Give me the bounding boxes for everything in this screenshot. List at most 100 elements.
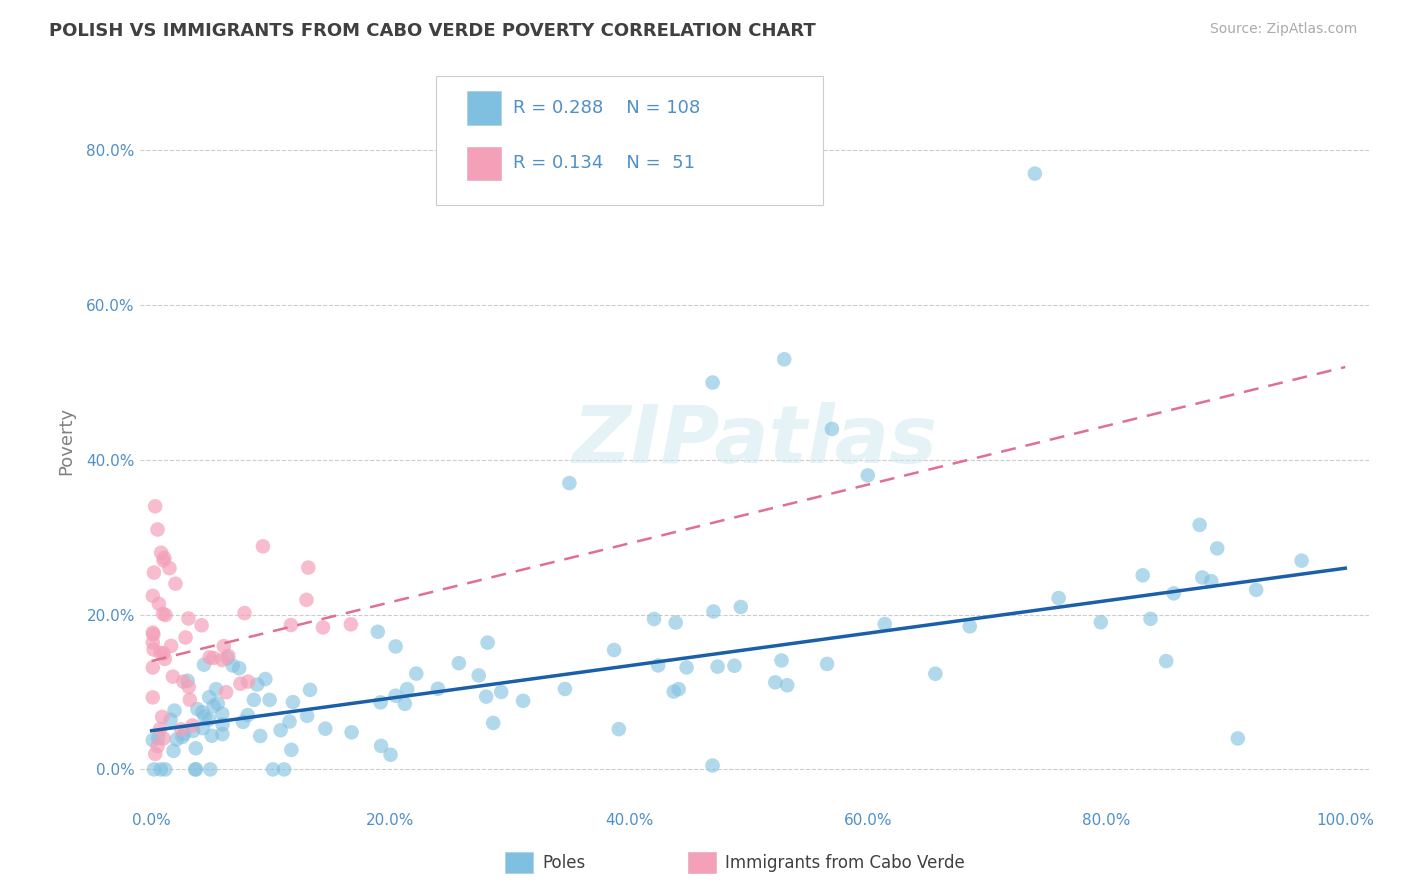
Point (142, 627, 165, 641)
Point (1191, 570, 1213, 584)
Point (647, 658, 669, 673)
Point (186, 702, 208, 716)
Point (512, 694, 534, 708)
Point (1206, 541, 1229, 556)
Point (170, 723, 193, 737)
Point (1226, 731, 1249, 746)
Point (179, 692, 201, 706)
Point (152, 731, 174, 746)
Point (181, 723, 204, 738)
Point (228, 661, 250, 675)
Point (662, 684, 685, 698)
Point (1199, 574, 1222, 589)
Point (475, 690, 498, 704)
Point (212, 639, 235, 653)
Point (229, 676, 252, 690)
Point (142, 589, 165, 603)
Point (467, 668, 489, 682)
Point (148, 597, 170, 611)
Point (217, 651, 239, 665)
Point (959, 619, 981, 633)
Point (150, 710, 173, 724)
Point (1291, 554, 1313, 568)
Point (394, 697, 416, 711)
Point (295, 592, 318, 607)
Point (280, 743, 302, 757)
Point (205, 682, 228, 697)
Point (236, 674, 259, 689)
Point (706, 659, 728, 673)
Point (370, 695, 392, 709)
Point (773, 352, 796, 367)
Point (1163, 586, 1185, 600)
Point (146, 523, 169, 537)
Point (477, 635, 499, 649)
Point (181, 718, 204, 732)
Point (152, 646, 174, 660)
Point (312, 620, 335, 634)
Point (280, 618, 302, 632)
Point (172, 674, 194, 689)
Point (273, 763, 295, 777)
Point (184, 763, 207, 777)
Point (607, 722, 630, 736)
Point (702, 376, 724, 390)
Point (149, 722, 172, 736)
Point (149, 646, 172, 660)
Point (281, 695, 304, 709)
Point (405, 666, 427, 681)
Point (149, 763, 172, 777)
Point (162, 744, 184, 758)
Point (314, 722, 336, 736)
Point (172, 730, 194, 744)
Point (370, 739, 392, 753)
Point (603, 643, 626, 657)
Point (730, 599, 752, 614)
Point (380, 747, 402, 762)
Point (143, 500, 166, 514)
Point (174, 631, 197, 645)
Point (142, 566, 165, 580)
Text: Immigrants from Cabo Verde: Immigrants from Cabo Verde (725, 854, 966, 871)
Point (155, 607, 177, 622)
Point (1154, 654, 1177, 668)
Point (177, 680, 200, 694)
Point (723, 658, 745, 673)
Point (1024, 167, 1046, 181)
Point (191, 705, 214, 719)
Text: Poles: Poles (543, 854, 586, 871)
Point (252, 539, 274, 553)
Point (143, 763, 166, 777)
Point (193, 657, 215, 672)
Point (211, 727, 233, 741)
Point (163, 704, 186, 718)
Point (924, 666, 946, 681)
Point (211, 653, 233, 667)
Point (143, 747, 166, 761)
Point (142, 635, 165, 649)
Point (643, 612, 665, 626)
Point (162, 670, 184, 684)
Point (1132, 568, 1154, 582)
Point (243, 693, 266, 707)
Point (142, 660, 165, 674)
Point (1244, 582, 1267, 597)
Point (554, 681, 576, 696)
Text: R = 0.288    N = 108: R = 0.288 N = 108 (513, 99, 700, 117)
Point (367, 624, 389, 639)
Point (384, 689, 406, 703)
Point (155, 763, 177, 777)
Point (222, 658, 245, 673)
Text: POLISH VS IMMIGRANTS FROM CABO VERDE POVERTY CORRELATION CHART: POLISH VS IMMIGRANTS FROM CABO VERDE POV… (49, 22, 815, 40)
Point (259, 693, 281, 707)
Point (191, 721, 214, 735)
Point (184, 741, 207, 756)
Point (1090, 615, 1112, 630)
Y-axis label: Poverty: Poverty (58, 407, 75, 475)
Point (211, 717, 233, 731)
Point (142, 625, 165, 640)
Point (184, 763, 207, 777)
Point (297, 560, 319, 574)
Text: ZIPatlas: ZIPatlas (572, 401, 936, 480)
Point (201, 729, 224, 743)
